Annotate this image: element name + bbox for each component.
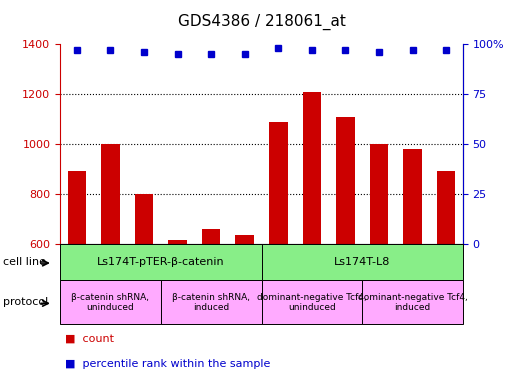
Text: ■  count: ■ count [65, 334, 115, 344]
Text: β-catenin shRNA,
induced: β-catenin shRNA, induced [172, 293, 250, 312]
Text: GDS4386 / 218061_at: GDS4386 / 218061_at [178, 13, 345, 30]
Bar [403, 149, 422, 384]
Text: dominant-negative Tcf4,
induced: dominant-negative Tcf4, induced [358, 293, 468, 312]
Text: Ls174T-L8: Ls174T-L8 [334, 257, 390, 267]
Bar [269, 121, 288, 384]
Bar [303, 91, 321, 384]
Text: protocol: protocol [3, 297, 48, 308]
Bar [101, 144, 120, 384]
Bar [437, 171, 456, 384]
Text: Ls174T-pTER-β-catenin: Ls174T-pTER-β-catenin [97, 257, 225, 267]
Bar [370, 144, 388, 384]
Text: β-catenin shRNA,
uninduced: β-catenin shRNA, uninduced [72, 293, 150, 312]
Bar [168, 240, 187, 384]
Bar [67, 171, 86, 384]
Bar [336, 117, 355, 384]
Bar [235, 235, 254, 384]
Bar [202, 229, 220, 384]
Text: cell line: cell line [3, 257, 46, 267]
Bar [135, 194, 153, 384]
Text: dominant-negative Tcf4,
uninduced: dominant-negative Tcf4, uninduced [257, 293, 367, 312]
Text: ■  percentile rank within the sample: ■ percentile rank within the sample [65, 359, 271, 369]
